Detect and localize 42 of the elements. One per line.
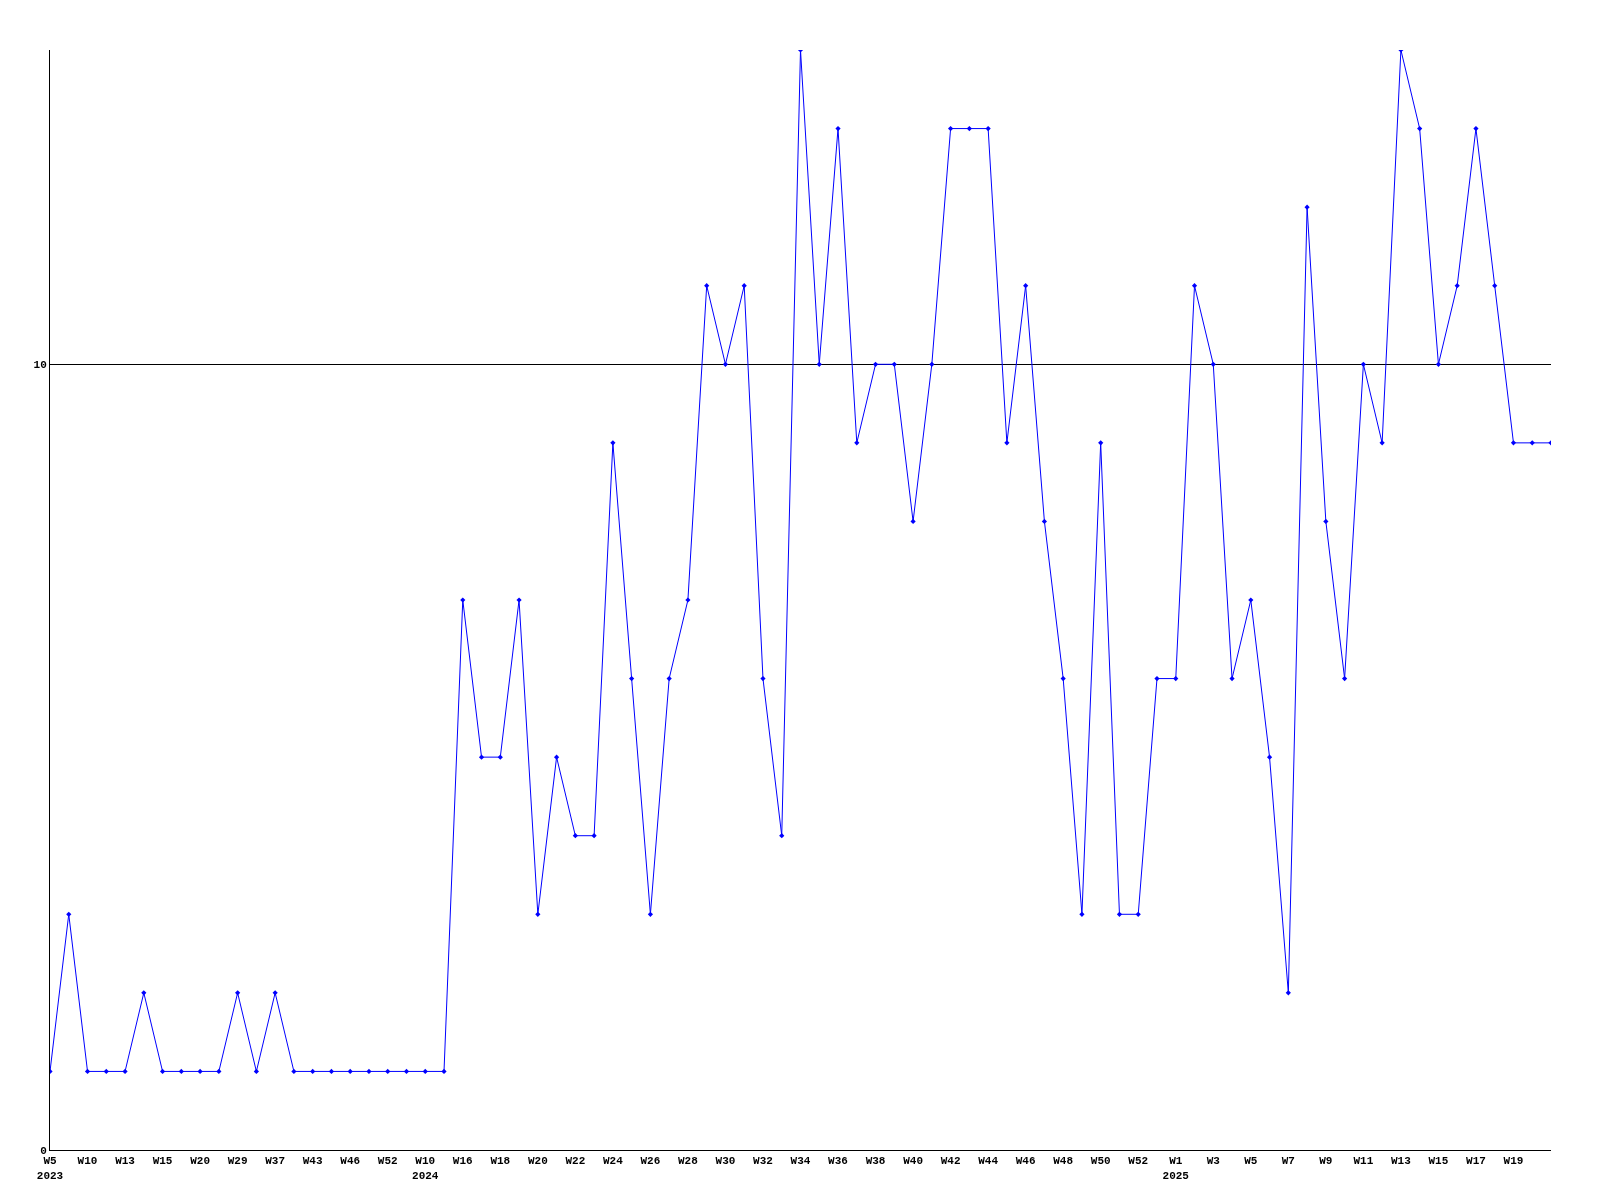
x-tick-label: W36 [828,1155,848,1168]
x-tick-label: W5 [1244,1155,1258,1168]
x-tick-label: W28 [678,1155,699,1168]
x-tick-label: W32 [753,1155,773,1168]
x-tick-label: W30 [715,1155,736,1168]
x-tick-label: W5 2023 [36,1155,64,1182]
x-tick-label: W13 [115,1155,136,1168]
x-tick-label: W46 [340,1155,361,1168]
y-tick-label: 10 [33,359,47,372]
x-tick-label: W48 [1053,1155,1074,1168]
x-tick-label: W13 [1390,1155,1412,1168]
x-tick-label: W18 [490,1155,511,1168]
x-tick-label: W16 [452,1155,473,1168]
x-tick-label: W34 [790,1155,811,1168]
x-tick-label: W20 [190,1155,211,1168]
x-tick-label: W38 [865,1155,886,1168]
x-tick-label: W24 [602,1155,624,1168]
x-tick-label: W22 [565,1155,586,1168]
x-tick-label: W52 [1128,1155,1149,1168]
x-tick-label: W26 [640,1155,661,1168]
x-tick-label: W52 [377,1155,398,1168]
x-tick-label: W15 [152,1155,173,1168]
x-tick-label: W10 [77,1155,98,1168]
x-tick-label: W19 [1503,1155,1524,1168]
y-tick-label: 0 [40,1144,47,1157]
x-tick-label: W10 2024 [412,1155,439,1182]
x-tick-label: W1 2025 [1162,1155,1190,1182]
x-tick-label: W15 [1428,1155,1449,1168]
x-tick-label: W17 [1466,1155,1486,1168]
x-tick-label: W42 [940,1155,961,1168]
x-tick-label: W20 [527,1155,548,1168]
x-tick-label: W37 [265,1155,286,1168]
x-tick-label: W43 [302,1155,323,1168]
x-tick-label: W9 [1319,1155,1333,1168]
x-tick-label: W11 [1353,1155,1374,1168]
x-tick-label: W40 [903,1155,923,1168]
x-tick-label: W29 [227,1155,248,1168]
x-tick-label: W44 [978,1155,999,1168]
x-tick-label: W50 [1090,1155,1111,1168]
x-tick-label: W7 [1281,1155,1295,1168]
x-tick-label: W46 [1015,1155,1036,1168]
x-tick-label: W3 [1206,1155,1221,1168]
